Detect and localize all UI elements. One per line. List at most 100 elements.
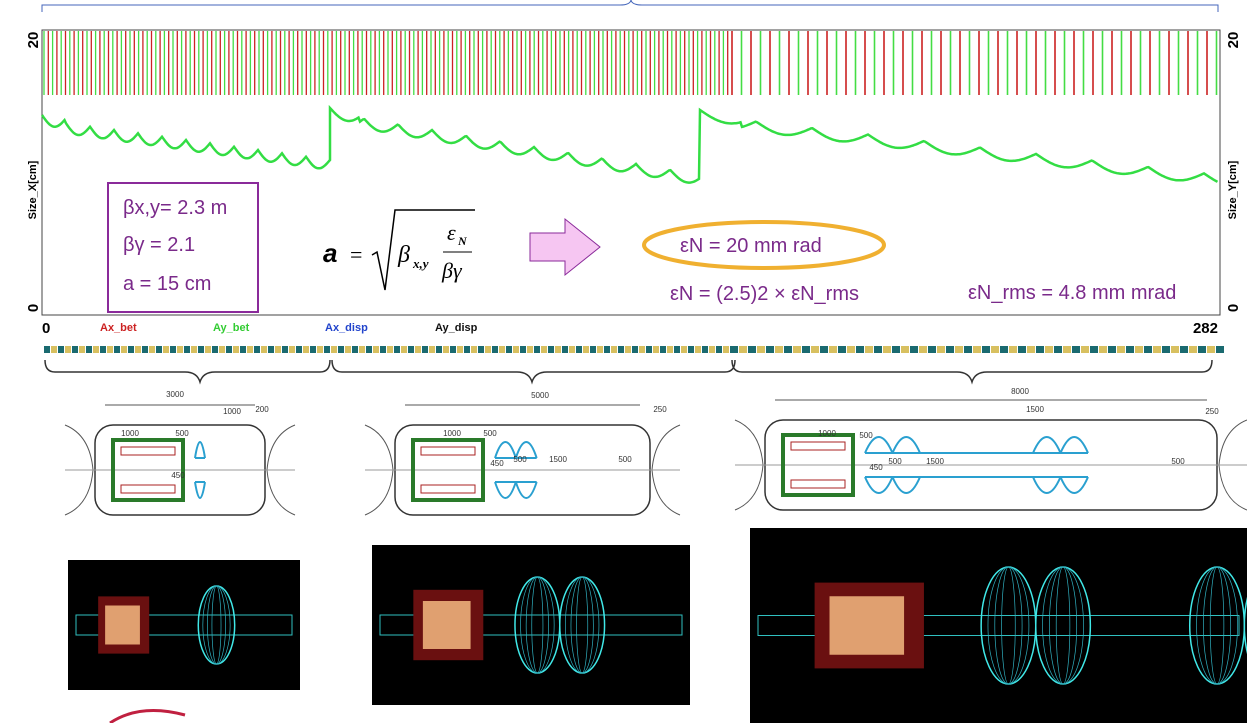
strip-cell: [373, 346, 379, 353]
strip-cell: [723, 346, 729, 353]
formula-lhs: a: [323, 238, 337, 268]
y-left-top: 20: [25, 32, 42, 49]
strip-cell: [991, 346, 999, 353]
strip-cell: [1126, 346, 1134, 353]
strip-cell: [716, 346, 722, 353]
coil: [830, 596, 905, 655]
strip-cell: [695, 346, 701, 353]
strip-cell: [1018, 346, 1026, 353]
strip-cell: [639, 346, 645, 353]
strip-cell: [748, 346, 756, 353]
strip-cell: [359, 346, 365, 353]
section-braces: [45, 360, 1212, 382]
strip-cell: [1189, 346, 1197, 353]
strip-cell: [910, 346, 918, 353]
strip-cell: [65, 346, 71, 353]
strip-cell: [1009, 346, 1017, 353]
coil: [421, 485, 475, 493]
strip-cell: [611, 346, 617, 353]
y-left-bottom: 0: [25, 304, 42, 312]
strip-cell: [964, 346, 972, 353]
coil: [791, 442, 845, 450]
strip-cell: [674, 346, 680, 353]
x-start: 0: [42, 320, 50, 337]
strip-cell: [240, 346, 246, 353]
strip-cell: [1144, 346, 1152, 353]
strip-cell: [310, 346, 316, 353]
strip-cell: [149, 346, 155, 353]
strip-cell: [1171, 346, 1179, 353]
legend-item: Ay_bet: [213, 322, 250, 334]
strip-cell: [429, 346, 435, 353]
strip-cell: [802, 346, 810, 353]
strip-cell: [739, 346, 747, 353]
dimension: 3000: [166, 390, 184, 399]
strip-cell: [471, 346, 477, 353]
strip-cell: [121, 346, 127, 353]
strip-cell: [1081, 346, 1089, 353]
strip-cell: [555, 346, 561, 353]
render: [68, 560, 300, 690]
coil: [791, 480, 845, 488]
dimension: 500: [1171, 457, 1185, 466]
x-end: 282: [1193, 320, 1218, 337]
y-right-label: Size_Y[cm]: [1227, 160, 1239, 219]
strip-cell: [937, 346, 945, 353]
strip-cell: [757, 346, 765, 353]
strip-cell: [142, 346, 148, 353]
strip-cell: [485, 346, 491, 353]
strip-cell: [86, 346, 92, 353]
strip-cell: [289, 346, 295, 353]
dimension: 200: [255, 405, 269, 414]
dimension: 500: [483, 429, 497, 438]
strip-cell: [829, 346, 837, 353]
strip-cell: [219, 346, 225, 353]
legend-item: Ax_disp: [325, 322, 368, 334]
formula-beta: β: [397, 242, 410, 268]
strip-cell: [883, 346, 891, 353]
strip-cell: [1198, 346, 1206, 353]
render: [372, 545, 690, 705]
strip-cell: [1000, 346, 1008, 353]
formula-beta-sub: x,y: [412, 256, 429, 271]
formula: a = β x,y ε N βγ: [323, 210, 475, 290]
strip-cell: [135, 346, 141, 353]
strip-cell: [247, 346, 253, 353]
formula-den: βγ: [441, 258, 463, 283]
strip-cell: [254, 346, 260, 353]
strip-cell: [973, 346, 981, 353]
strip-cell: [79, 346, 85, 353]
strip-cell: [928, 346, 936, 353]
strip-cell: [660, 346, 666, 353]
strip-cell: [233, 346, 239, 353]
strip-cell: [44, 346, 50, 353]
strip-cell: [170, 346, 176, 353]
strip-cell: [303, 346, 309, 353]
coil: [121, 485, 175, 493]
strip-cell: [212, 346, 218, 353]
strip-cell: [1054, 346, 1062, 353]
top-brace: [42, 0, 1218, 12]
strip-cell: [793, 346, 801, 353]
strip-cell: [1036, 346, 1044, 353]
beam-envelope: [42, 108, 1218, 183]
strip-cell: [784, 346, 792, 353]
dimension: 1000: [121, 429, 139, 438]
strip-cell: [534, 346, 540, 353]
strip-cell: [492, 346, 498, 353]
strip-cell: [100, 346, 106, 353]
emittance-relation: εN = (2.5)2 × εN_rms: [670, 283, 859, 305]
param: βγ = 2.1: [123, 234, 195, 256]
strip-cell: [1090, 346, 1098, 353]
strip-cell: [198, 346, 204, 353]
strip-cell: [268, 346, 274, 353]
strip-cell: [401, 346, 407, 353]
strip-cell: [856, 346, 864, 353]
strip-cell: [443, 346, 449, 353]
dimension: 450: [869, 463, 883, 472]
dimension: 250: [653, 405, 667, 414]
strip-cell: [1099, 346, 1107, 353]
dimension: 1500: [1026, 405, 1044, 414]
strip-cell: [838, 346, 846, 353]
